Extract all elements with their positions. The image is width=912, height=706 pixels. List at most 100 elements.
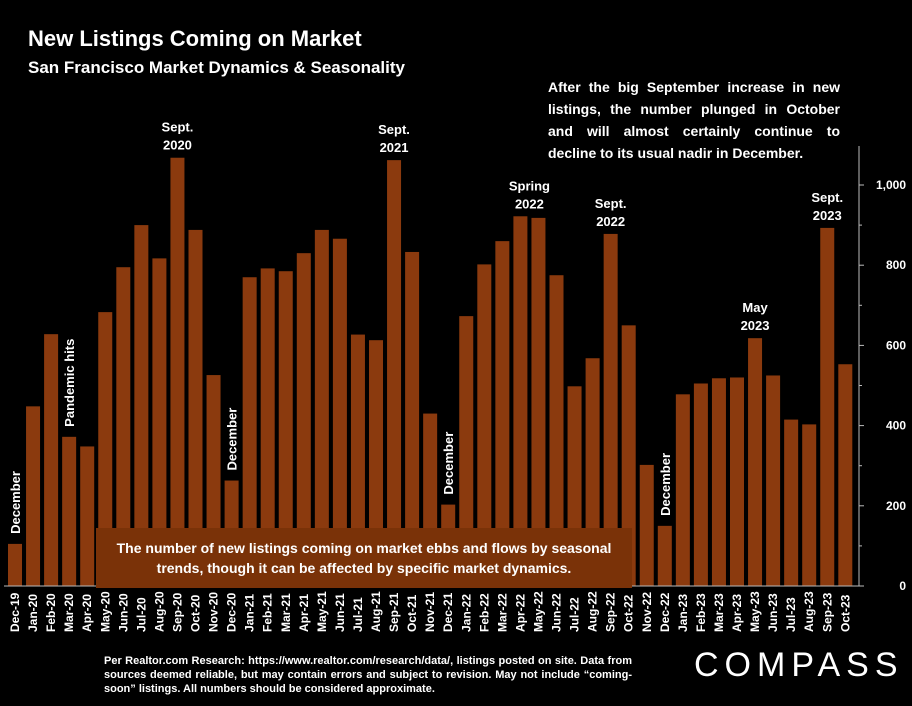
bar bbox=[260, 268, 275, 586]
x-tick-label: Feb-21 bbox=[261, 593, 275, 632]
annotation-label: 2021 bbox=[380, 140, 409, 155]
y-tick-label: 800 bbox=[886, 258, 906, 272]
x-tick-label: Jul-22 bbox=[568, 597, 582, 632]
x-tick-label: Jul-20 bbox=[134, 597, 148, 632]
chart-subtitle: San Francisco Market Dynamics & Seasonal… bbox=[28, 58, 405, 77]
x-tick-label: Nov-21 bbox=[423, 592, 437, 632]
bar bbox=[820, 227, 835, 587]
bar bbox=[242, 277, 257, 586]
x-tick-label: Sep-23 bbox=[820, 592, 834, 632]
bar bbox=[188, 229, 203, 587]
y-tick-label: 0 bbox=[899, 579, 906, 593]
compass-logo: COMPASS bbox=[694, 646, 904, 684]
annotation-label: Pandemic hits bbox=[62, 339, 77, 427]
chart-title: New Listings Coming on Market bbox=[28, 26, 362, 51]
source-note: Per Realtor.com Research: https://www.re… bbox=[104, 655, 632, 695]
x-tick-label: Dec-22 bbox=[658, 592, 672, 632]
bar bbox=[44, 334, 59, 586]
x-tick-label: Nov-22 bbox=[640, 592, 654, 632]
annotation-label: Sept. bbox=[811, 190, 843, 205]
y-tick-label: 400 bbox=[886, 419, 906, 433]
bar bbox=[134, 225, 149, 586]
bar bbox=[730, 377, 744, 586]
y-tick-label: 1,000 bbox=[876, 178, 906, 192]
x-tick-label: Jun-22 bbox=[550, 593, 564, 632]
annotation-label: Sept. bbox=[162, 120, 194, 135]
commentary-note: After the big September increase in new … bbox=[548, 79, 840, 161]
x-tick-label: Oct-23 bbox=[838, 594, 852, 632]
annotation-label: May bbox=[742, 300, 768, 315]
annotation-label: 2020 bbox=[163, 138, 192, 153]
bar bbox=[531, 217, 546, 586]
annotation-label: 2023 bbox=[813, 208, 842, 223]
x-tick-label: Jan-23 bbox=[676, 594, 690, 632]
bar bbox=[784, 419, 799, 586]
x-tick-label: Mar-21 bbox=[279, 593, 293, 632]
x-tick-label: Jan-22 bbox=[459, 594, 473, 632]
bar bbox=[549, 275, 564, 586]
x-tick-label: Jan-20 bbox=[26, 594, 40, 632]
annotation-label: 2022 bbox=[596, 214, 625, 229]
bar bbox=[314, 229, 329, 587]
bar bbox=[639, 464, 654, 586]
bar bbox=[766, 375, 781, 586]
x-tick-label: Dec-21 bbox=[441, 592, 455, 632]
x-tick-label: Feb-23 bbox=[694, 593, 708, 632]
x-tick-label: Dec-20 bbox=[225, 592, 239, 632]
annotation-label: Spring bbox=[509, 178, 550, 193]
x-tick-label: Jan-21 bbox=[243, 594, 257, 632]
x-tick-label: Sep-22 bbox=[604, 592, 618, 632]
x-tick-label: Apr-21 bbox=[297, 594, 311, 632]
annotation-label: December bbox=[658, 453, 673, 516]
bar bbox=[98, 312, 113, 586]
x-tick-label: Sep-21 bbox=[387, 592, 401, 632]
bar bbox=[513, 216, 528, 586]
bar bbox=[152, 258, 167, 586]
annotation-label: December bbox=[225, 408, 240, 471]
x-tick-label: May-21 bbox=[315, 591, 329, 632]
bar bbox=[369, 340, 383, 586]
bar bbox=[80, 446, 95, 586]
bar bbox=[387, 160, 402, 586]
annotation-label: Sept. bbox=[595, 196, 627, 211]
x-tick-label: Apr-23 bbox=[730, 594, 744, 632]
annotation-label: 2022 bbox=[515, 196, 544, 211]
x-tick-label: Aug-21 bbox=[369, 591, 383, 632]
x-tick-label: Sep-20 bbox=[170, 592, 184, 632]
x-tick-label: Oct-22 bbox=[622, 594, 636, 632]
x-tick-label: May-20 bbox=[98, 591, 112, 632]
y-tick-label: 600 bbox=[886, 338, 906, 352]
x-tick-label: Jul-21 bbox=[351, 597, 365, 632]
bar bbox=[26, 406, 41, 586]
x-tick-label: Aug-23 bbox=[802, 591, 816, 632]
x-tick-label: Mar-22 bbox=[495, 593, 509, 632]
x-tick-label: Dec-19 bbox=[8, 592, 22, 632]
bar bbox=[603, 233, 618, 586]
y-tick-label: 200 bbox=[886, 499, 906, 513]
x-tick-label: Feb-22 bbox=[477, 593, 491, 632]
annotation-label: 2023 bbox=[741, 318, 770, 333]
x-tick-label: Jul-23 bbox=[784, 597, 798, 632]
bar bbox=[332, 238, 347, 586]
bar bbox=[116, 267, 131, 586]
seasonality-note: The number of new listings coming on mar… bbox=[96, 528, 632, 588]
x-tick-label: Jun-20 bbox=[116, 593, 130, 632]
bar bbox=[296, 253, 311, 587]
x-tick-label: Oct-20 bbox=[189, 594, 203, 632]
x-tick-label: Oct-21 bbox=[405, 594, 419, 632]
x-tick-label: Aug-22 bbox=[586, 591, 600, 632]
x-tick-label: Apr-22 bbox=[513, 594, 527, 632]
bar bbox=[675, 394, 690, 586]
bar bbox=[8, 543, 22, 586]
bar bbox=[477, 264, 492, 586]
x-tick-label: May-23 bbox=[748, 591, 762, 632]
x-tick-label: Jun-23 bbox=[766, 593, 780, 632]
bar bbox=[657, 525, 672, 586]
bar bbox=[711, 378, 726, 586]
bar bbox=[748, 338, 763, 586]
bar bbox=[405, 251, 420, 587]
x-tick-label: Jun-21 bbox=[333, 593, 347, 632]
bar bbox=[278, 271, 293, 586]
annotation-label: December bbox=[441, 432, 456, 495]
bar bbox=[693, 383, 708, 586]
